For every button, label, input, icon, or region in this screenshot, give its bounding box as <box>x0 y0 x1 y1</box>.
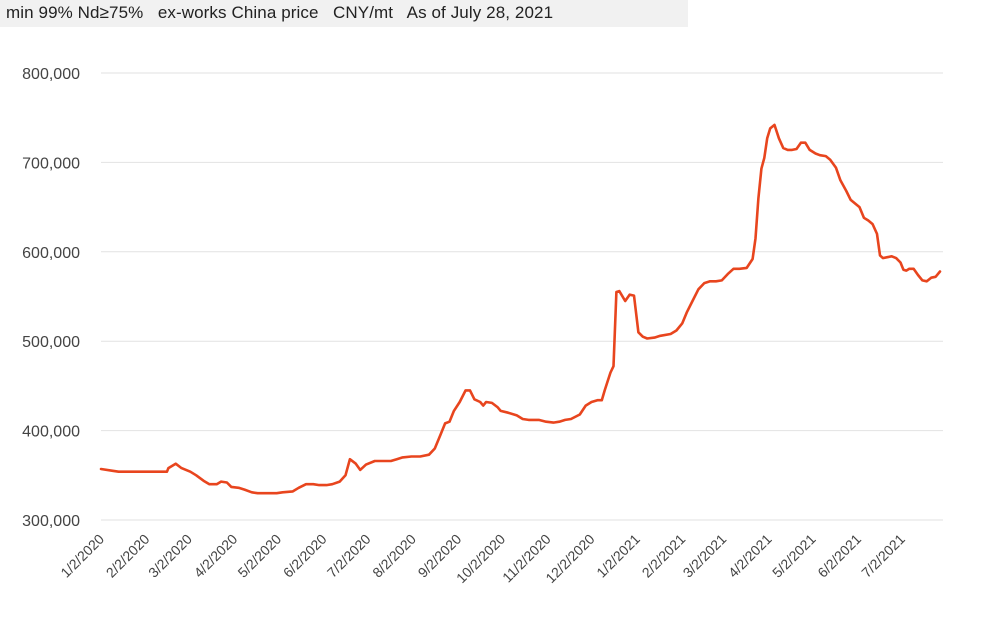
x-axis-tick-labels: 1/2/20202/2/20203/2/20204/2/20205/2/2020… <box>57 531 908 587</box>
x-tick-label: 2/2/2020 <box>103 531 153 581</box>
y-tick-label: 800,000 <box>22 66 80 83</box>
y-tick-label: 300,000 <box>22 513 80 530</box>
y-axis-tick-labels: 300,000 400,000 500,000 600,000 700,000 800,0… <box>22 66 80 530</box>
x-tick-label: 5/2/2020 <box>234 531 284 581</box>
price-series-line <box>99 123 942 495</box>
x-tick-label: 1/2/2020 <box>57 531 107 581</box>
x-tick-label: 4/2/2020 <box>191 531 241 581</box>
x-tick-label: 3/2/2020 <box>145 531 195 581</box>
x-tick-label: 7/2/2021 <box>858 531 908 581</box>
chart-header-text: min 99% Nd≥75% ex-works China price CNY/… <box>6 3 554 22</box>
x-tick-label: 7/2/2020 <box>324 531 374 581</box>
x-tick-label: 2/2/2021 <box>639 531 689 581</box>
y-tick-label: 500,000 <box>22 334 80 351</box>
x-tick-label: 6/2/2020 <box>280 531 330 581</box>
x-tick-label: 5/2/2021 <box>769 531 819 581</box>
x-tick-label: 12/2/2020 <box>542 531 598 587</box>
y-tick-label: 700,000 <box>22 155 80 172</box>
chart-header-bar: min 99% Nd≥75% ex-works China price CNY/… <box>0 0 688 27</box>
x-tick-label: 4/2/2021 <box>725 531 775 581</box>
x-tick-label: 6/2/2021 <box>814 531 864 581</box>
x-tick-label: 3/2/2021 <box>680 531 730 581</box>
x-tick-label: 8/2/2020 <box>369 531 419 581</box>
x-tick-label: 1/2/2021 <box>593 531 643 581</box>
y-tick-label: 600,000 <box>22 245 80 262</box>
gridlines <box>101 72 943 521</box>
x-tick-label: 10/2/2020 <box>453 531 509 587</box>
y-tick-label: 400,000 <box>22 424 80 441</box>
